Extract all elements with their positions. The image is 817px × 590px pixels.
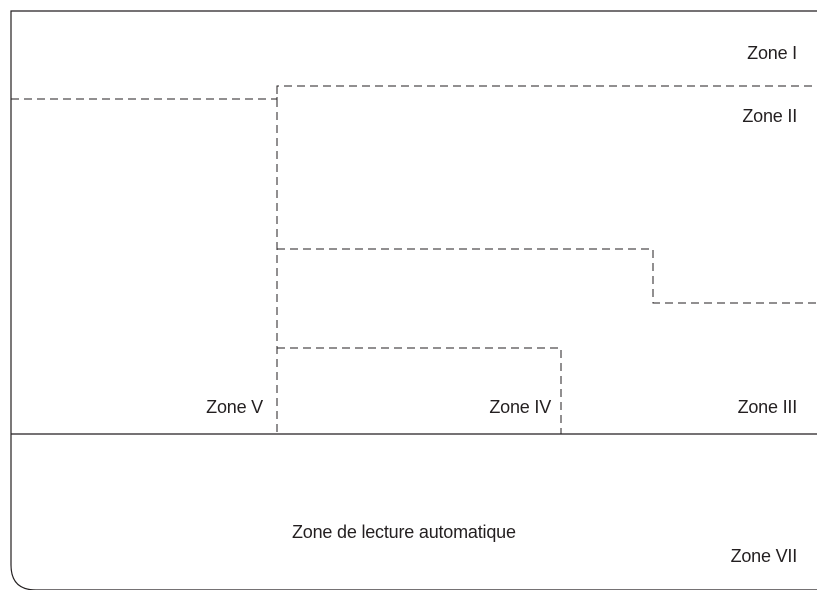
zone-7-label: Zone VII [730, 546, 798, 566]
outer-frame [10, 10, 817, 590]
zone-4-boundary [277, 347, 562, 434]
zone-3-label: Zone III [737, 397, 798, 417]
zone-2-boundary [277, 248, 817, 304]
zone-1-boundary [11, 85, 817, 100]
zone-1-label: Zone I [747, 43, 797, 63]
zone-5-label: Zone V [206, 397, 263, 417]
automatic-reading-zone-label: Zone de lecture automatique [292, 522, 516, 542]
zone-2-label: Zone II [742, 106, 797, 126]
zone-4-label: Zone IV [489, 397, 551, 417]
